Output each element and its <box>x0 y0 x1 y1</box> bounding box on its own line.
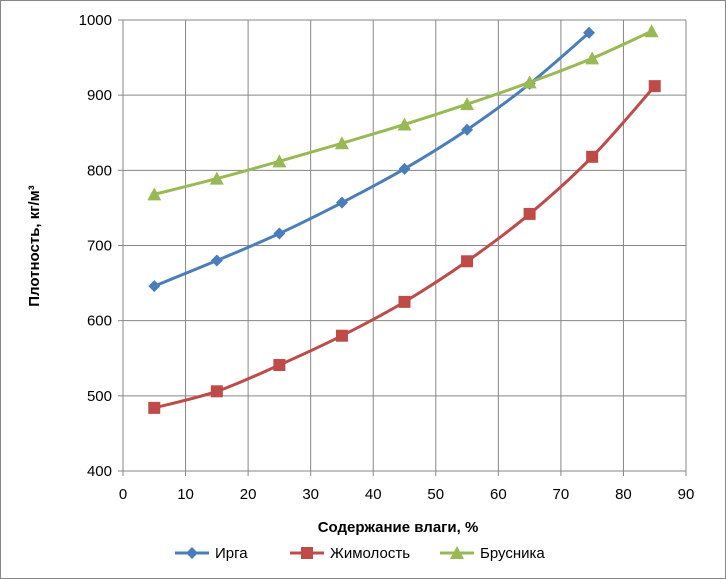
legend-marker <box>301 547 313 559</box>
data-point <box>272 154 287 168</box>
data-point <box>586 150 599 163</box>
x-tick-label: 50 <box>427 486 444 503</box>
data-point <box>335 196 348 209</box>
data-point <box>273 227 286 240</box>
legend-item: Ирга <box>175 545 248 562</box>
series-3 <box>147 24 659 201</box>
y-axis-title: Плотность, кг/м³ <box>26 185 43 307</box>
x-tick-label: 10 <box>177 486 194 503</box>
legend-label: Ирга <box>215 545 248 562</box>
series-2 <box>148 80 661 414</box>
data-point <box>334 136 349 150</box>
data-point <box>210 254 223 267</box>
y-tick-label: 400 <box>87 463 112 480</box>
legend-marker <box>450 546 464 559</box>
y-tick-label: 500 <box>87 388 112 405</box>
data-point <box>397 117 412 131</box>
axes <box>118 19 687 476</box>
legend-marker <box>186 547 198 559</box>
data-point <box>644 24 659 38</box>
data-point <box>209 171 224 185</box>
y-tick-label: 800 <box>87 162 112 179</box>
x-tick-label: 80 <box>615 486 632 503</box>
data-point <box>583 26 596 39</box>
x-tick-label: 0 <box>119 486 127 503</box>
data-point <box>522 75 537 89</box>
x-tick-label: 30 <box>302 486 319 503</box>
tick-labels: 0 10 20 30 40 50 60 70 80 90 400 500 600 700 800 900 100… <box>79 12 695 503</box>
data-point <box>273 359 286 372</box>
data-point <box>585 51 600 65</box>
x-tick-label: 90 <box>678 486 695 503</box>
series-layer <box>147 24 661 414</box>
series-line <box>153 31 591 288</box>
y-tick-label: 600 <box>87 313 112 330</box>
data-point <box>210 385 223 398</box>
y-tick-label: 700 <box>87 238 112 255</box>
grid <box>123 19 687 471</box>
legend-item: Жимолость <box>290 545 410 562</box>
x-tick-label: 20 <box>240 486 257 503</box>
data-point <box>523 207 536 220</box>
data-point <box>460 97 475 111</box>
data-point <box>147 187 162 201</box>
data-point <box>148 280 161 293</box>
legend: Ирга Жимолость Брусника <box>175 545 545 562</box>
data-point <box>461 255 474 268</box>
x-tick-label: 40 <box>365 486 382 503</box>
x-tick-label: 60 <box>490 486 507 503</box>
series-line <box>153 85 656 410</box>
x-tick-label: 70 <box>553 486 570 503</box>
data-point <box>398 295 411 308</box>
y-tick-label: 900 <box>87 87 112 104</box>
y-tick-label: 1000 <box>79 12 112 29</box>
legend-label: Жимолость <box>330 545 410 562</box>
data-point <box>398 162 411 175</box>
data-point <box>335 329 348 342</box>
data-point <box>648 80 661 93</box>
x-axis-title: Содержание влаги, % <box>318 519 479 536</box>
legend-item: Брусника <box>440 545 545 562</box>
data-point <box>148 401 161 414</box>
series-1 <box>148 26 596 293</box>
legend-label: Брусника <box>480 545 545 562</box>
data-point <box>461 123 474 136</box>
